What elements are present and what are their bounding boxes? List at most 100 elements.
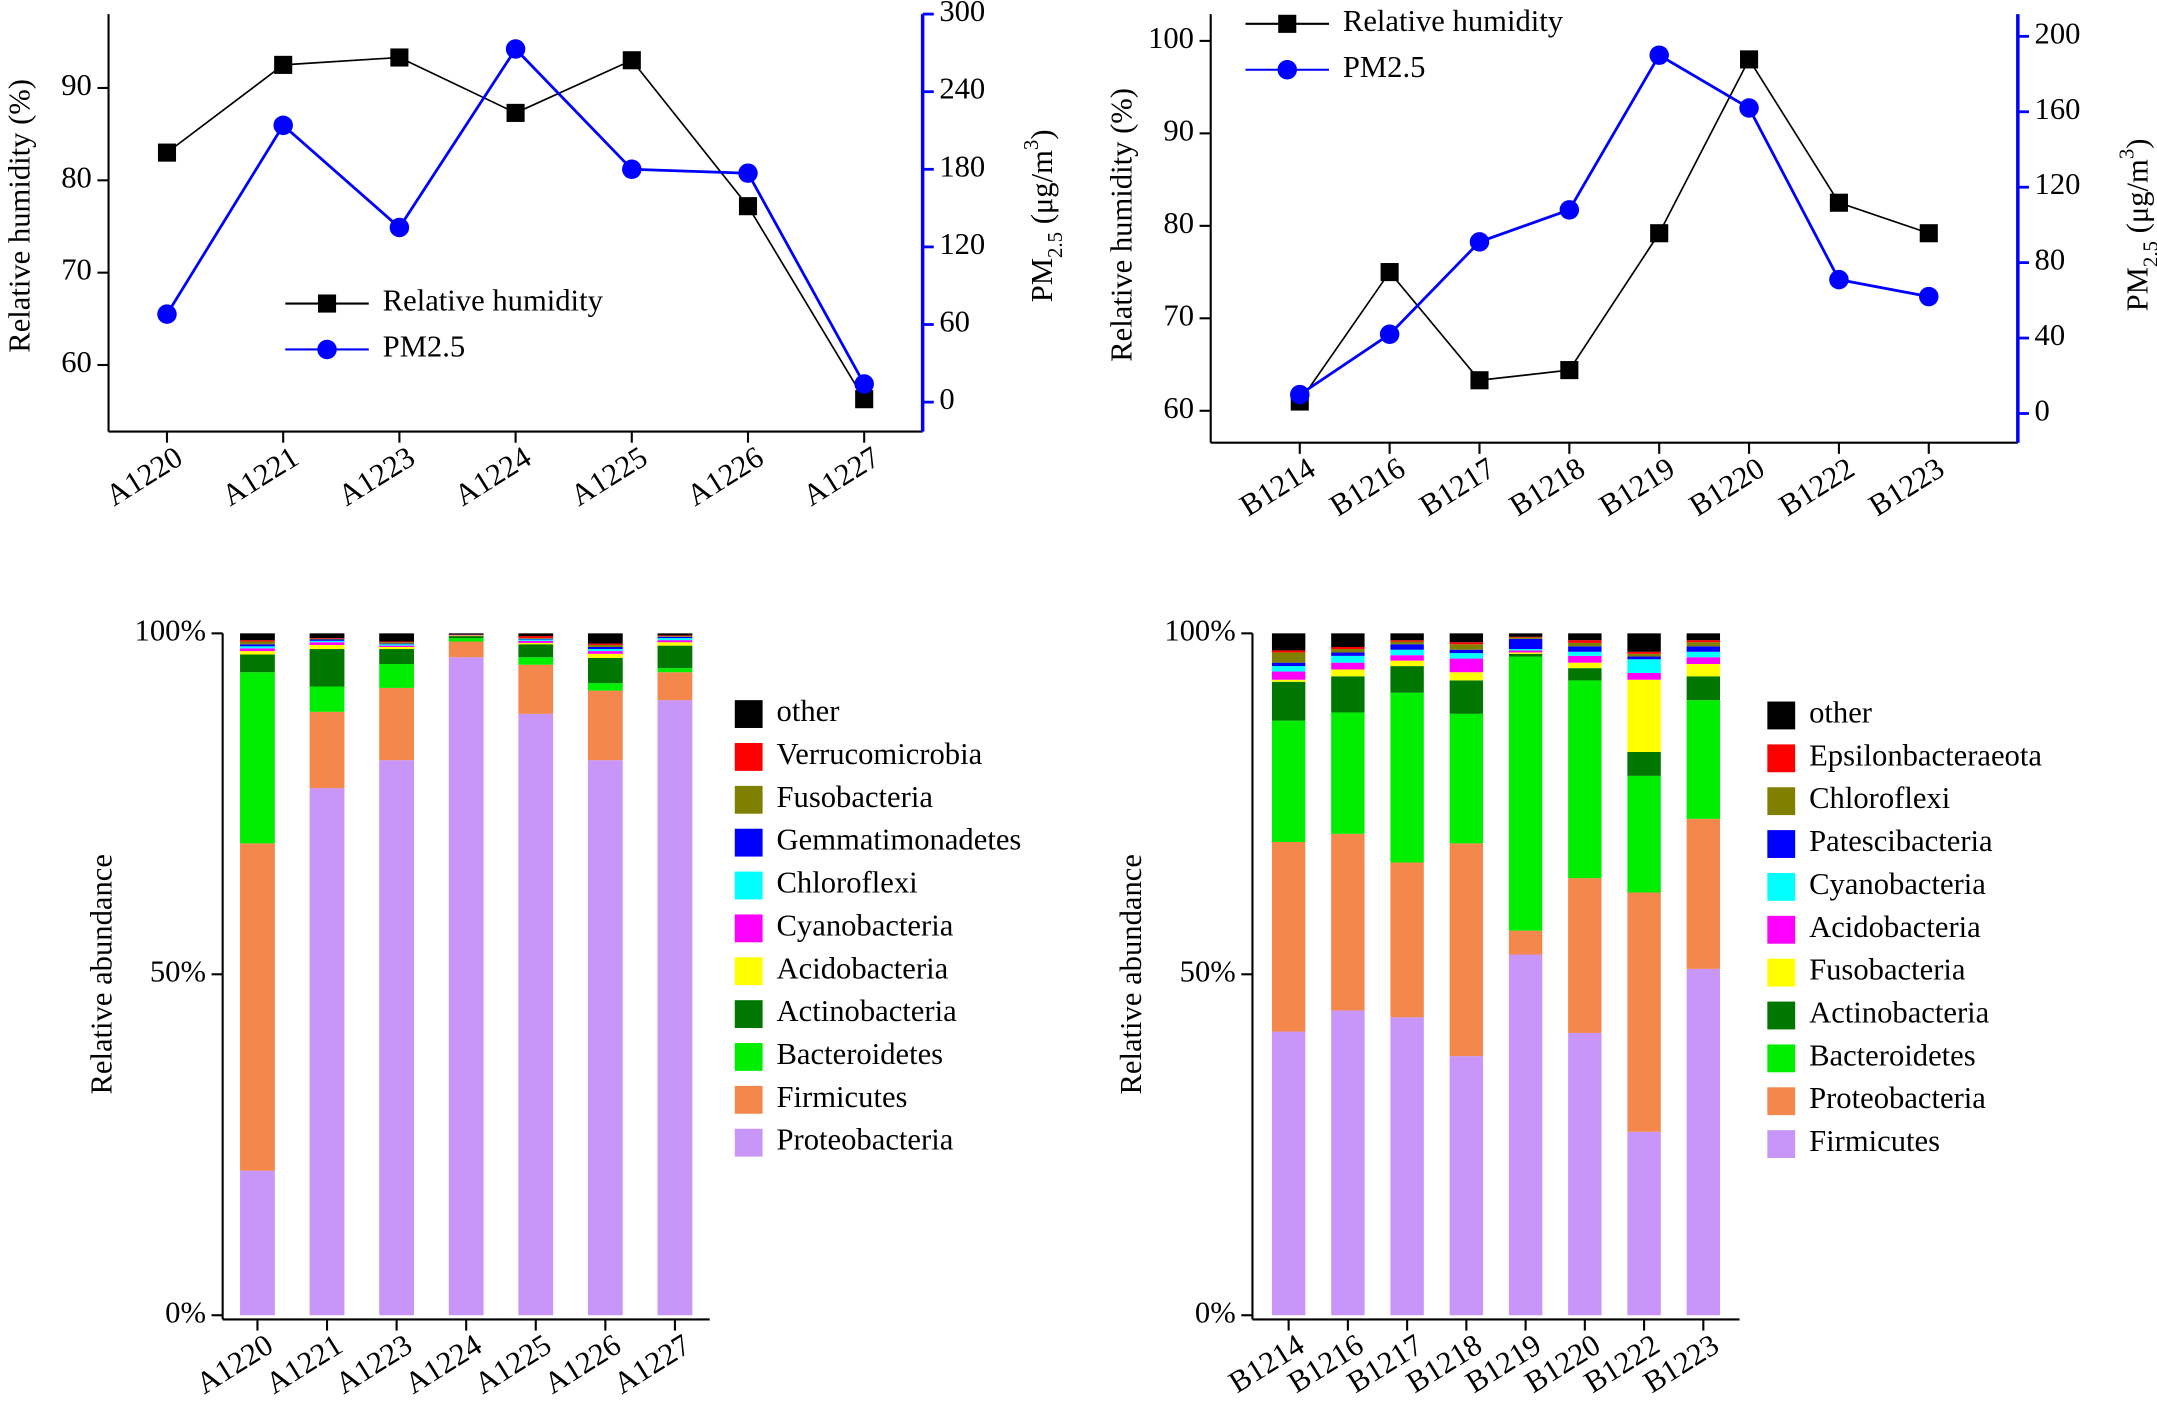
- marker: [738, 163, 758, 183]
- bar-segment: [1449, 642, 1484, 645]
- bar-segment: [1390, 644, 1424, 650]
- legend-swatch: [734, 700, 763, 728]
- y2-axis-label-part: 2.5: [2138, 241, 2157, 267]
- bar-segment: [1331, 646, 1365, 650]
- bar-segment: [518, 664, 554, 714]
- y2-tick-label: 160: [2035, 92, 2081, 126]
- y-tick-label: 60: [61, 345, 92, 379]
- x-tick-label: A1221: [216, 440, 305, 513]
- legend-label: Verrucomicrobia: [777, 737, 983, 771]
- bar-segment: [1390, 862, 1424, 1018]
- bar-segment: [1686, 664, 1721, 677]
- bar-segment: [1331, 662, 1365, 670]
- bar-segment: [309, 649, 345, 687]
- line: [1298, 53, 1930, 396]
- bar-segment: [240, 648, 275, 652]
- marker: [1649, 45, 1669, 65]
- legend-swatch: [734, 828, 763, 857]
- bar-segment: [1390, 660, 1424, 667]
- bar-segment: [657, 640, 693, 643]
- bar-segment: [1271, 842, 1306, 1032]
- bar-segment: [657, 668, 693, 673]
- bar-segment: [1449, 633, 1484, 643]
- legend-label: Cyanobacteria: [1809, 867, 1986, 901]
- y2-axis-label-part: 3: [2114, 149, 2138, 159]
- bar-segment: [309, 638, 345, 640]
- legend-swatch: [734, 871, 763, 900]
- bar-segment: [518, 638, 554, 639]
- y-axis-label: Relative abundance: [1114, 854, 1148, 1095]
- bar-segment: [240, 646, 275, 649]
- legend-label: Actinobacteria: [777, 994, 958, 1028]
- bar-segment: [240, 1170, 275, 1316]
- bar-segment: [1390, 666, 1424, 693]
- bar-segment: [309, 633, 345, 639]
- bar-segment: [1271, 679, 1306, 682]
- bar-segment: [518, 633, 554, 637]
- y-tick-label: 70: [61, 253, 92, 287]
- marker: [855, 390, 874, 409]
- legend-swatch: [734, 1085, 763, 1114]
- bar-segment: [448, 635, 484, 637]
- bar-segment: [1271, 671, 1306, 680]
- legend-label: Bacteroidetes: [777, 1037, 944, 1071]
- x-tick-label: B1219: [1593, 451, 1680, 523]
- bar-segment: [1508, 656, 1543, 931]
- bar-segment: [379, 687, 415, 761]
- bar-segment: [657, 635, 693, 637]
- bar-segment: [657, 645, 693, 669]
- bar-segment: [309, 711, 345, 789]
- bar-segment: [657, 633, 693, 636]
- bar-segment: [518, 638, 554, 640]
- y2-tick-label: 60: [939, 305, 970, 339]
- bar-segment: [309, 644, 345, 650]
- marker: [506, 103, 525, 122]
- y2-axis-label-part: PM: [1025, 258, 1059, 302]
- bar-segment: [1271, 633, 1306, 651]
- legend-label: PM2.5: [383, 329, 466, 363]
- chart: B1214B1216B1217B1218B1219B1220B1222B1223…: [1114, 613, 2042, 1399]
- bar-segment: [518, 657, 554, 665]
- line: [1299, 57, 1930, 403]
- bar-segment: [1508, 954, 1543, 1316]
- y2-tick-label: 300: [939, 0, 985, 28]
- legend-label: Relative humidity: [1343, 4, 1564, 38]
- bar-segment: [1508, 930, 1543, 955]
- bar-segment: [240, 672, 275, 844]
- y-tick-label: 80: [1163, 206, 1194, 240]
- bar-segment: [587, 657, 623, 684]
- bar-segment: [1390, 640, 1424, 642]
- bar-segment: [1568, 668, 1602, 681]
- bar-segment: [1627, 653, 1661, 657]
- y2-axis-label-part: ): [1025, 129, 1059, 139]
- bar-segment: [240, 843, 275, 1171]
- x-tick-label: B1223: [1863, 451, 1950, 523]
- bar-segment: [379, 644, 415, 646]
- bar-segment: [1508, 633, 1543, 637]
- x-tick-label: A1226: [681, 440, 770, 513]
- bar-segment: [1508, 636, 1543, 638]
- bar-segment: [1271, 681, 1306, 721]
- bar-segment: [1686, 651, 1721, 658]
- bar-segment: [657, 636, 693, 637]
- bar-segment: [1449, 680, 1484, 714]
- bar-segment: [1271, 666, 1306, 672]
- x-tick-label: B1217: [1414, 451, 1501, 523]
- bar-segment: [1271, 1031, 1306, 1316]
- bar-segment: [1686, 676, 1721, 701]
- legend-swatch: [1767, 701, 1796, 730]
- bar-segment: [518, 642, 554, 645]
- marker: [1739, 98, 1759, 118]
- bar-segment: [1568, 633, 1602, 641]
- bar-segment: [1686, 640, 1721, 643]
- bar-segment: [1568, 878, 1602, 1033]
- marker: [1740, 50, 1759, 69]
- legend-label: other: [777, 694, 840, 728]
- legend-label: Acidobacteria: [777, 951, 949, 985]
- legend-swatch: [1767, 744, 1796, 773]
- y2-tick-label: 240: [939, 72, 985, 106]
- y-tick-label: 80: [61, 160, 92, 194]
- marker: [622, 51, 641, 70]
- bar-segment: [587, 683, 623, 691]
- bar-segment: [587, 651, 623, 654]
